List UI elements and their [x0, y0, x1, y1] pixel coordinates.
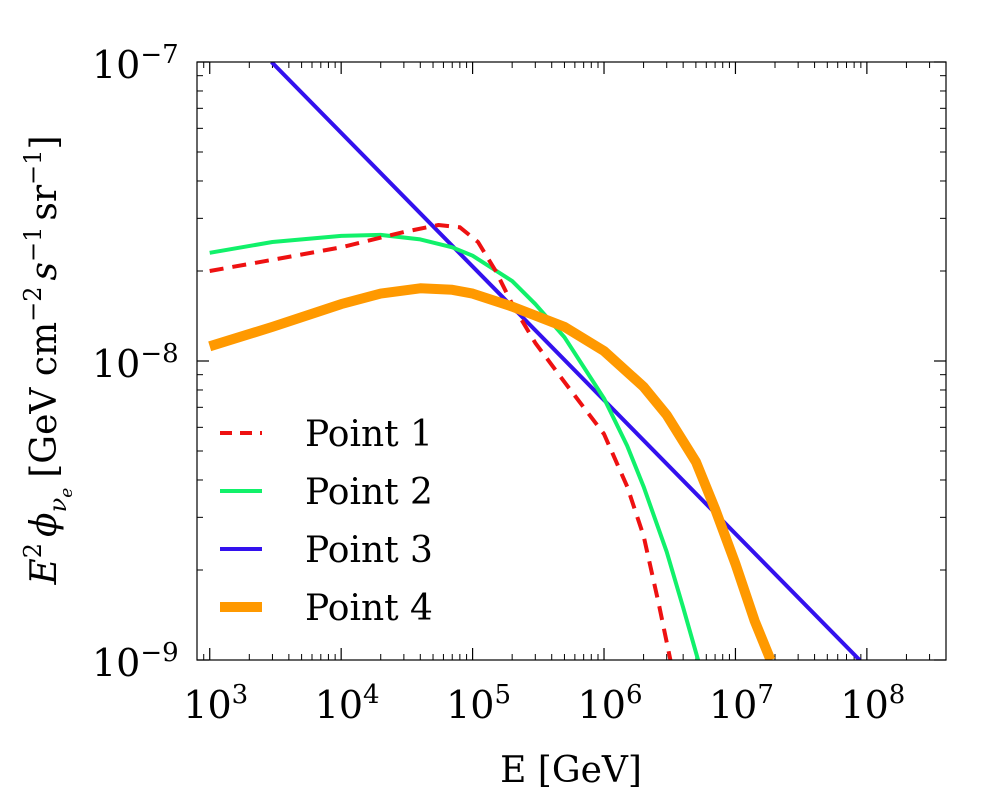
series-line-point-1: [209, 223, 673, 660]
series-line-point-3: [270, 62, 862, 660]
y-axis-title: E2ϕνe[GeV cm−2s−1sr−1]: [19, 135, 77, 585]
minor-ticks: [196, 62, 947, 660]
series-line-point-2: [209, 232, 701, 660]
series-line-point-4: [208, 283, 776, 660]
x-tick-label-1e7: 107: [709, 680, 774, 727]
legend-label-point-3: Point 3: [305, 530, 433, 571]
x-tick-labels: 103 104 105 106 107 108: [183, 680, 905, 727]
x-tick-label-1e4: 104: [315, 680, 380, 727]
y-tick-label-1e-7: 10−7: [92, 40, 179, 87]
legend: Point 1 Point 2 Point 3 Point 4: [220, 414, 433, 629]
y-tick-labels: 10−7 10−8 10−9: [92, 40, 179, 685]
legend-label-point-2: Point 2: [305, 472, 433, 513]
x-tick-label-1e3: 103: [183, 680, 248, 727]
legend-label-point-4: Point 4: [305, 588, 433, 629]
x-axis-title: E [GeV]: [500, 750, 642, 791]
y-tick-label-1e-9: 10−9: [92, 638, 179, 685]
x-tick-label-1e5: 105: [446, 680, 511, 727]
series-layer: [208, 62, 862, 660]
major-ticks: [197, 61, 946, 661]
legend-label-point-1: Point 1: [305, 414, 433, 455]
x-tick-label-1e6: 106: [578, 680, 643, 727]
x-tick-label-1e8: 108: [840, 680, 905, 727]
y-tick-label-1e-8: 10−8: [92, 339, 179, 386]
